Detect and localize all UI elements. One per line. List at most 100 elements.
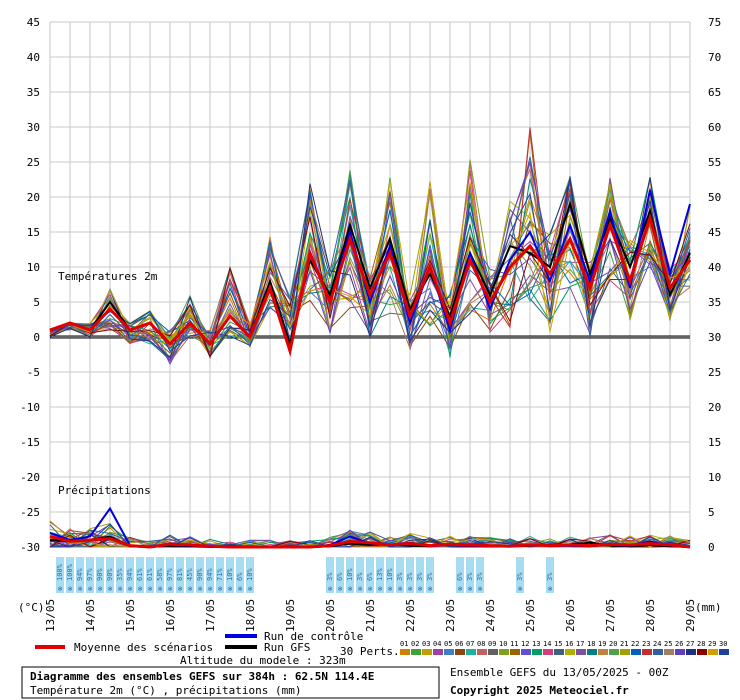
snowflake-icon: ❄ (188, 585, 192, 593)
snowflake-icon: ❄ (68, 585, 72, 593)
snow-prob-label: 90% (196, 568, 204, 581)
snow-prob-label: 45% (186, 568, 194, 581)
snow-prob-label: 3% (516, 572, 524, 581)
snow-prob-label: 6% (366, 572, 374, 581)
left-tick-label: -25 (20, 506, 40, 519)
pert-number: 06 (455, 640, 463, 648)
snowflake-icon: ❄ (118, 585, 122, 593)
snowflake-icon: ❄ (418, 585, 422, 593)
right-tick-label: 70 (708, 51, 721, 64)
pert-swatch (642, 649, 652, 655)
snow-prob-label: 58% (156, 568, 164, 581)
date-tick-label: 15/05 (124, 599, 137, 632)
date-tick-label: 24/05 (484, 599, 497, 632)
snowflake-icon: ❄ (408, 585, 412, 593)
right-tick-label: 60 (708, 121, 721, 134)
title-box (21, 666, 440, 699)
pert-number: 13 (532, 640, 540, 648)
right-tick-label: 15 (708, 436, 721, 449)
snow-prob-label: 100% (56, 563, 64, 581)
pert-number: 26 (675, 640, 683, 648)
pert-number: 12 (521, 640, 529, 648)
snow-prob-label: 97% (86, 568, 94, 581)
pert-swatch (455, 649, 465, 655)
snow-prob-label: 71% (216, 568, 224, 581)
pert-swatch (576, 649, 586, 655)
left-tick-label: 5 (33, 296, 40, 309)
snow-prob-cell (96, 557, 104, 593)
pert-number: 11 (510, 640, 518, 648)
snowflake-icon: ❄ (368, 585, 372, 593)
pert-swatch (686, 649, 696, 655)
pert-number: 25 (664, 640, 672, 648)
snow-prob-label: 94% (206, 568, 214, 581)
pert-number: 01 (400, 640, 408, 648)
left-tick-label: 25 (27, 156, 40, 169)
mean-precip-line (49, 535, 691, 549)
pert-swatch (565, 649, 575, 655)
pert-number: 15 (554, 640, 562, 648)
snowflake-icon: ❄ (138, 585, 142, 593)
snowflake-icon: ❄ (458, 585, 462, 593)
snowflake-icon: ❄ (58, 585, 62, 593)
snow-prob-label: 3% (356, 572, 364, 581)
snow-prob-cell (546, 557, 554, 593)
snow-prob-label: 3% (466, 572, 474, 581)
snowflake-icon: ❄ (88, 585, 92, 593)
snow-prob-cell (186, 557, 194, 593)
pert-swatch (499, 649, 509, 655)
legend-gfs-label: Run GFS (264, 641, 310, 654)
pert-swatch (521, 649, 531, 655)
pert-number: 30 (719, 640, 727, 648)
snow-prob-label: 10% (226, 568, 234, 581)
pert-swatch (708, 649, 718, 655)
snow-prob-label: 3% (416, 572, 424, 581)
left-tick-label: 40 (27, 51, 40, 64)
legend-perts-label: 30 Perts. (340, 645, 400, 658)
snow-prob-cell (366, 557, 374, 593)
pert-swatch (543, 649, 553, 655)
pert-swatch (433, 649, 443, 655)
pert-number: 23 (642, 640, 650, 648)
pert-number: 10 (499, 640, 507, 648)
pert-number: 02 (411, 640, 419, 648)
snow-prob-cell (146, 557, 154, 593)
pert-number: 19 (598, 640, 606, 648)
left-tick-label: 30 (27, 121, 40, 134)
snowflake-icon: ❄ (158, 585, 162, 593)
pert-number: 18 (587, 640, 595, 648)
snowflake-icon: ❄ (348, 585, 352, 593)
snowflake-icon: ❄ (428, 585, 432, 593)
snow-prob-cell (76, 557, 84, 593)
pert-swatch (532, 649, 542, 655)
pert-number: 03 (422, 640, 430, 648)
snow-prob-label: 3% (546, 572, 554, 581)
snowflake-icon: ❄ (478, 585, 482, 593)
right-tick-label: 75 (708, 16, 721, 29)
right-axis-unit: (mm) (695, 601, 722, 614)
pert-swatch (653, 649, 663, 655)
pert-number: 22 (631, 640, 639, 648)
snow-prob-cell (356, 557, 364, 593)
pert-swatch (675, 649, 685, 655)
pert-number: 21 (620, 640, 628, 648)
left-tick-label: 15 (27, 226, 40, 239)
snowflake-icon: ❄ (518, 585, 522, 593)
perturbation-temp-line (49, 177, 691, 359)
snow-prob-cell (66, 557, 74, 593)
snow-prob-label: 94% (76, 568, 84, 581)
date-tick-label: 14/05 (84, 599, 97, 632)
snow-prob-label: 6% (236, 572, 244, 581)
snowflake-icon: ❄ (238, 585, 242, 593)
pert-swatch (598, 649, 608, 655)
pert-swatch (466, 649, 476, 655)
left-tick-label: -10 (20, 401, 40, 414)
pert-swatch (587, 649, 597, 655)
snow-prob-cell (236, 557, 244, 593)
snowflake-icon: ❄ (328, 585, 332, 593)
snow-prob-label: 61% (146, 568, 154, 581)
date-tick-label: 21/05 (364, 599, 377, 632)
pert-swatch (488, 649, 498, 655)
pert-swatch (477, 649, 487, 655)
